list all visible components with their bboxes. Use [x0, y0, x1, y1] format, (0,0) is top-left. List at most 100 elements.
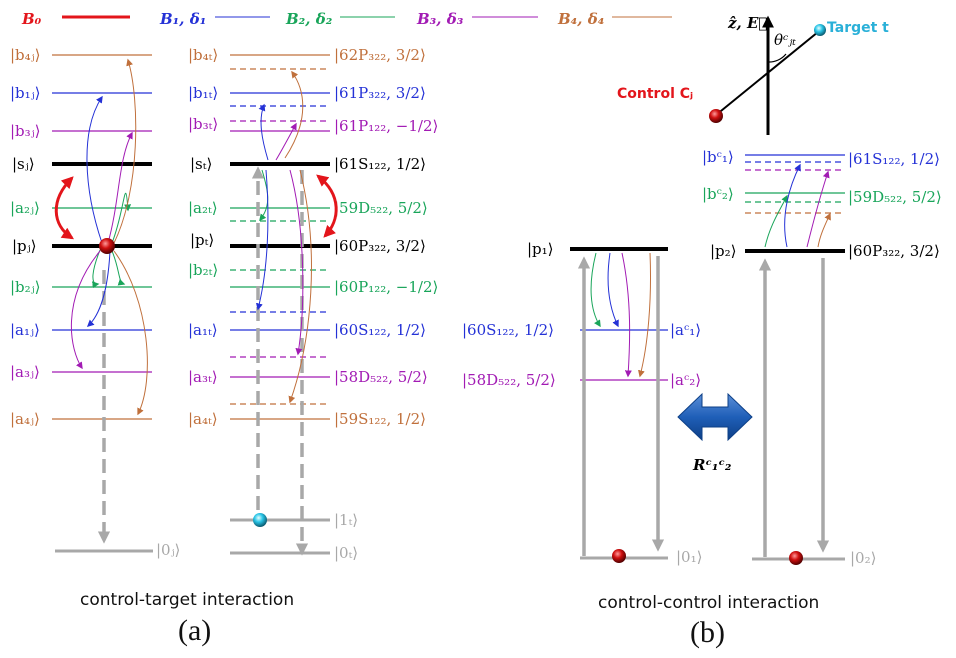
arrow-c1-blue: [607, 252, 619, 328]
arrow-c2-purple: [806, 170, 830, 248]
label-a2j: |a₂ⱼ⟩: [10, 199, 40, 217]
label-b4t: |b₄ₜ⟩: [188, 46, 218, 64]
arrow-j-down-b2-right: [111, 250, 126, 286]
state-a1t: |60S₁₂₂, 1/2⟩: [334, 321, 426, 339]
interaction-double-arrow: [677, 392, 753, 442]
arrow-j-down-b2-left: [92, 249, 101, 289]
arrow-t-red-coupling: [316, 174, 338, 238]
label-1t: |1ₜ⟩: [334, 511, 358, 529]
state-a3t: |58D₅₂₂, 5/2⟩: [334, 368, 428, 386]
arrow-j-up-a2: [111, 192, 132, 244]
label-sj: |sⱼ⟩: [12, 155, 35, 173]
legend: B₀ B₁, δ₁ B₂, δ₂ B₃, δ₃ B₄, δ₄: [21, 10, 672, 28]
label-a3t: |a₃ₜ⟩: [188, 368, 218, 386]
arrow-c2-blue: [784, 163, 801, 248]
state-b3t: |61P₁₂₂, −1/2⟩: [334, 117, 438, 135]
label-b2j: |b₂ⱼ⟩: [10, 278, 40, 296]
label-a2t: |a₂ₜ⟩: [188, 199, 218, 217]
control-label: Control Cⱼ: [617, 86, 693, 102]
state-a2t: |59D₅₂₂, 5/2⟩: [334, 199, 428, 217]
label-bc1: |bᶜ₁⟩: [702, 148, 734, 166]
control-atom-2-ball: [789, 551, 803, 565]
arrow-c2-brown: [817, 212, 831, 248]
legend-b1-label: B₁, δ₁: [159, 10, 206, 28]
state-p2: |60P₃₂₂, 3/2⟩: [848, 242, 940, 260]
state-a4t: |59S₁₂₂, 1/2⟩: [334, 410, 426, 428]
state-b2t: |60P₁₂₂, −1/2⟩: [334, 278, 438, 296]
legend-b3-label: B₃, δ₃: [416, 10, 464, 28]
legend-b2-label: B₂, δ₂: [285, 10, 333, 28]
label-b3j: |b₃ⱼ⟩: [10, 122, 40, 140]
arrow-j-red-coupling: [54, 176, 75, 240]
label-st: |sₜ⟩: [190, 155, 212, 173]
state-pt: |60P₃₂₂, 3/2⟩: [334, 237, 426, 255]
arrow-t-up-b4: [284, 70, 304, 159]
axis-label: ẑ, E⃗: [727, 14, 767, 32]
target-atom-t-ball: [253, 513, 267, 527]
label-b3t: |b₃ₜ⟩: [188, 115, 218, 133]
state-ac2: |58D₅₂₂, 5/2⟩: [462, 371, 556, 389]
label-a4j: |a₄ⱼ⟩: [10, 410, 40, 428]
label-a4t: |a₄ₜ⟩: [188, 410, 218, 428]
arrow-t-down-a3: [289, 169, 304, 356]
panel-label-a: (a): [178, 614, 211, 647]
arrow-c1-green: [590, 252, 601, 328]
arrow-j-down-a4: [113, 250, 148, 416]
label-p2: |p₂⟩: [710, 242, 737, 260]
label-pj: |pⱼ⟩: [12, 237, 36, 255]
control-target-axis: [715, 31, 819, 116]
control-atom-j-levels: |b₄ⱼ⟩ |b₁ⱼ⟩ |b₃ⱼ⟩ |sⱼ⟩ |a₂ⱼ⟩ |pⱼ⟩ |b₂ⱼ⟩ …: [10, 46, 180, 559]
label-ac1: |aᶜ₁⟩: [670, 321, 701, 339]
state-st: |61S₁₂₂, 1/2⟩: [334, 155, 426, 173]
label-0j: |0ⱼ⟩: [156, 541, 180, 559]
arrow-c2-green: [764, 194, 788, 248]
label-01: |0₁⟩: [676, 548, 702, 566]
arrow-t-up-b3: [275, 122, 297, 161]
legend-b4-label: B₄, δ₄: [557, 10, 604, 28]
arrow-j-up-b3: [107, 131, 133, 244]
target-label: Target t: [827, 20, 889, 36]
control-atom-1-ball: [612, 549, 626, 563]
legend-b0-label: B₀: [21, 10, 42, 28]
label-bc2: |bᶜ₂⟩: [702, 185, 734, 203]
state-b1t: |61P₃₂₂, 3/2⟩: [334, 84, 426, 102]
arrow-j-down-a1: [86, 250, 111, 327]
arrow-t-down-a4: [288, 169, 312, 404]
state-ac1: |60S₁₂₂, 1/2⟩: [462, 321, 554, 339]
arrow-j-down-a3: [71, 250, 101, 370]
control-ball-inset: [709, 109, 723, 123]
arrow-j-up-b4: [113, 58, 137, 244]
label-p1: |p₁⟩: [527, 240, 554, 258]
control-atom-j-transitions: [54, 58, 148, 544]
angle-label: θᶜⱼₜ: [774, 31, 796, 49]
label-pt: |pₜ⟩: [190, 231, 214, 249]
arrow-t-up-b1: [258, 103, 269, 161]
arrow-t-down-a1: [255, 169, 269, 311]
arrow-c1-brown: [638, 252, 652, 378]
label-b1j: |b₁ⱼ⟩: [10, 84, 40, 102]
label-ac2: |aᶜ₂⟩: [670, 371, 701, 389]
coupling-label: Rᶜ₁ᶜ₂: [692, 456, 732, 474]
state-bc2: |59D₅₂₂, 5/2⟩: [848, 188, 942, 206]
label-a1t: |a₁ₜ⟩: [188, 321, 218, 339]
target-ball-inset: [814, 24, 826, 36]
caption-control-target: control-target interaction: [80, 590, 294, 610]
control-atom-2: |bᶜ₁⟩ |61S₁₂₂, 1/2⟩ |bᶜ₂⟩ |59D₅₂₂, 5/2⟩ …: [702, 148, 942, 567]
label-b2t: |b₂ₜ⟩: [188, 261, 218, 279]
panel-label-b: (b): [690, 616, 725, 649]
label-b1t: |b₁ₜ⟩: [188, 84, 218, 102]
state-b4t: |62P₃₂₂, 3/2⟩: [334, 46, 426, 64]
label-02: |0₂⟩: [850, 549, 876, 567]
control-atom-j-ball: [99, 238, 115, 254]
label-a3j: |a₃ⱼ⟩: [10, 363, 40, 381]
angle-arc: [767, 53, 787, 63]
target-atom-t-transitions: [251, 70, 338, 556]
label-0t: |0ₜ⟩: [334, 544, 358, 562]
target-atom-t-levels: |b₄ₜ⟩ |b₁ₜ⟩ |b₃ₜ⟩ |sₜ⟩ |a₂ₜ⟩ |pₜ⟩ |b₂ₜ⟩ …: [188, 46, 438, 562]
state-bc1: |61S₁₂₂, 1/2⟩: [848, 150, 940, 168]
geometry-inset: ẑ, E⃗ θᶜⱼₜ Target t Control Cⱼ: [617, 14, 889, 135]
arrow-j-up-b1: [86, 95, 103, 244]
arrow-c1-purple: [621, 252, 632, 378]
label-a1j: |a₁ⱼ⟩: [10, 321, 40, 339]
